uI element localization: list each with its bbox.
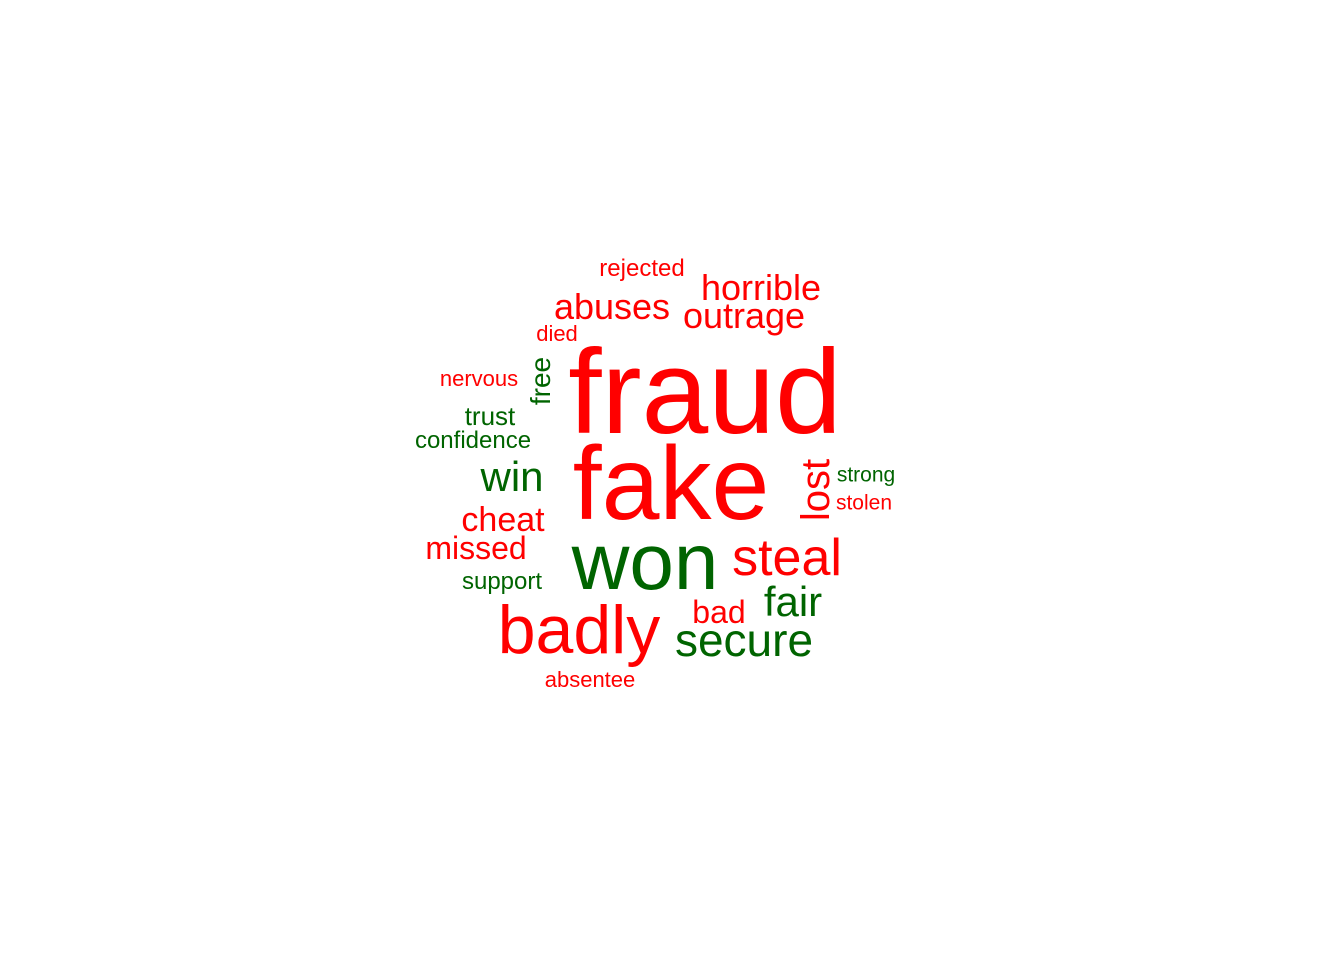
word-outrage: outrage [682,295,806,336]
word-nervous: nervous [439,366,519,391]
word-fair: fair [763,578,823,625]
word-free: free [525,356,556,406]
word-horrible: horrible [700,267,822,308]
word-steal: steal [732,529,842,587]
word-cheat: cheat [461,501,545,539]
word-badly: badly [497,592,661,668]
word-died: died [536,321,578,346]
word-abuses: abuses [553,286,671,327]
word-missed: missed [425,530,527,566]
word-stolen: stolen [835,491,893,515]
word-absentee: absentee [544,667,636,692]
word-trust: trust [464,401,516,431]
word-fraud: fraud [568,325,842,459]
word-won: won [571,517,719,606]
word-fake: fake [572,426,770,542]
word-bad: bad [692,594,746,630]
word-strong: strong [836,463,896,487]
word-confidence: confidence [414,427,532,454]
word-support: support [461,568,543,595]
word-win: win [480,453,544,500]
word-rejected: rejected [599,255,685,282]
word-lost: lost [794,458,838,522]
word-secure: secure [674,614,814,666]
